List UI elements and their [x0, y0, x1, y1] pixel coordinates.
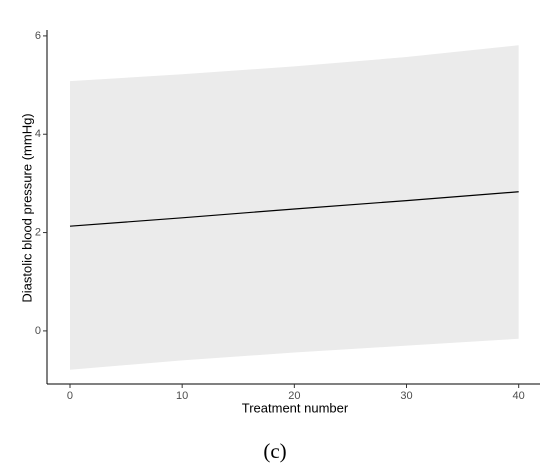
x-tick-label: 0	[67, 390, 73, 402]
y-tick-label: 2	[35, 226, 41, 238]
y-tick-label: 6	[35, 30, 41, 42]
y-tick-label: 4	[35, 128, 41, 140]
x-tick-label: 40	[513, 390, 525, 402]
x-tick-label: 20	[288, 390, 300, 402]
y-axis-title: Diastolic blood pressure (mmHg)	[19, 113, 34, 302]
x-axis-title: Treatment number	[242, 400, 349, 415]
x-tick-label: 30	[400, 390, 412, 402]
x-tick-label: 10	[176, 390, 188, 402]
y-tick-label: 0	[35, 325, 41, 337]
line	[69, 191, 519, 227]
caption: (c)	[263, 439, 286, 463]
confidence-band	[69, 45, 519, 370]
